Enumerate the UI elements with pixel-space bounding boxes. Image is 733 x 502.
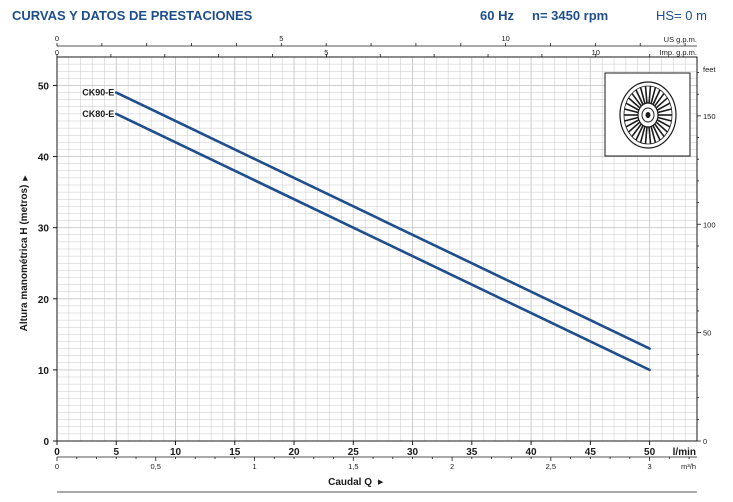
impeller-icon (604, 72, 691, 157)
impeller-vane (655, 97, 668, 109)
x-tick-label: 35 (466, 447, 478, 458)
feet-tick-label: 100 (703, 220, 716, 229)
impeller-vane (656, 102, 671, 111)
impeller-vane (648, 126, 652, 144)
y-tick-label: 20 (38, 295, 50, 306)
impeller-vane (655, 121, 668, 133)
impeller-vane (635, 125, 644, 141)
series-group: CK90-E CK80-E (82, 88, 651, 372)
plot-border (56, 56, 698, 442)
y-axis-label: Altura manométrica H (metros) (19, 185, 30, 332)
impeller-vane (654, 123, 665, 138)
m3h-unit-label: m³/h (681, 462, 696, 471)
feet-tick-label: 150 (703, 112, 716, 121)
usgpm-unit-label: US g.p.m. (664, 35, 697, 44)
m3h-tick-label: 2 (450, 462, 454, 471)
impeller-vane (639, 126, 646, 143)
impeller-vane (631, 92, 642, 107)
x-tick-label: 40 (526, 447, 538, 458)
series-label-ck90-e: CK90-E (82, 88, 114, 98)
feet-tick-label: 50 (703, 329, 711, 338)
x-tick-label: 15 (229, 447, 241, 458)
impeller-vane (644, 86, 648, 104)
chart-title: CURVAS Y DATOS DE PRESTACIONES (12, 8, 253, 23)
m3h-tick-label: 1 (252, 462, 256, 471)
suction-label: HS= 0 m (656, 8, 707, 23)
x-tick-label: 0 (54, 447, 60, 458)
feet-tick-label: 0 (703, 437, 707, 446)
x-tick-label: 25 (348, 447, 360, 458)
impeller-vane (656, 119, 671, 128)
impeller-vane (639, 87, 646, 104)
usgpm-tick-label: 0 (55, 34, 59, 43)
plot-frame (56, 56, 698, 442)
impeller-vane (644, 126, 648, 144)
impgpm-tick-label: 0 (55, 48, 59, 57)
usgpm-tick-label: 5 (279, 34, 283, 43)
x-tick-label: 10 (170, 447, 182, 458)
m3h-tick-label: 1,5 (348, 462, 358, 471)
x-tick-label: 5 (113, 447, 119, 458)
y-tick-label: 50 (38, 81, 50, 92)
m3h-tick-label: 2,5 (546, 462, 556, 471)
impgpm-tick-label: 10 (592, 48, 600, 57)
impgpm-tick-label: 5 (324, 48, 328, 57)
y-tick-label: 10 (38, 366, 50, 377)
impeller-vane (625, 119, 640, 128)
series-line-ck90-e (114, 91, 651, 350)
impeller-vane (648, 86, 652, 104)
series-line-ck80-e (114, 112, 651, 372)
feet-unit-label: feet (703, 65, 716, 74)
frequency-label: 60 Hz (480, 8, 514, 23)
impeller-vane (624, 116, 639, 122)
impeller-vane (657, 108, 672, 114)
impeller-vane (631, 123, 642, 138)
impeller-vane (624, 108, 639, 114)
x-tick-label: 20 (288, 447, 300, 458)
y-tick-label: 0 (43, 437, 49, 448)
x-tick-label: 30 (407, 447, 419, 458)
impeller-shaft (645, 112, 651, 118)
m3h-tick-label: 0,5 (151, 462, 161, 471)
x-tick-label: 45 (585, 447, 597, 458)
speed-label: n= 3450 rpm (532, 8, 608, 23)
y-tick-label: 30 (38, 224, 50, 235)
grid (56, 56, 698, 442)
impeller-vane (652, 89, 661, 105)
impeller-vane (625, 102, 640, 111)
x-tick-label: 50 (644, 447, 656, 458)
x-axis-label: Caudal Q (328, 477, 372, 488)
y-axis-arrow-icon: ▶ (22, 175, 29, 181)
x-axis-arrow-icon: ▶ (378, 479, 384, 486)
impeller-vane (628, 121, 641, 133)
impeller-vane (652, 125, 661, 141)
x-unit-label: l/min (673, 447, 696, 458)
impeller-vane (650, 87, 657, 104)
impgpm-unit-label: Imp. g.p.m. (659, 48, 697, 57)
y-tick-label: 40 (38, 153, 50, 164)
series-label-ck80-e: CK80-E (82, 109, 114, 119)
m3h-tick-label: 3 (648, 462, 652, 471)
m3h-tick-label: 0 (55, 462, 59, 471)
impeller-vane (650, 126, 657, 143)
impeller-vane (628, 97, 641, 109)
impeller-vane (654, 92, 665, 107)
usgpm-tick-label: 10 (501, 34, 509, 43)
impeller-vane (657, 116, 672, 122)
impeller-vane (635, 89, 644, 105)
